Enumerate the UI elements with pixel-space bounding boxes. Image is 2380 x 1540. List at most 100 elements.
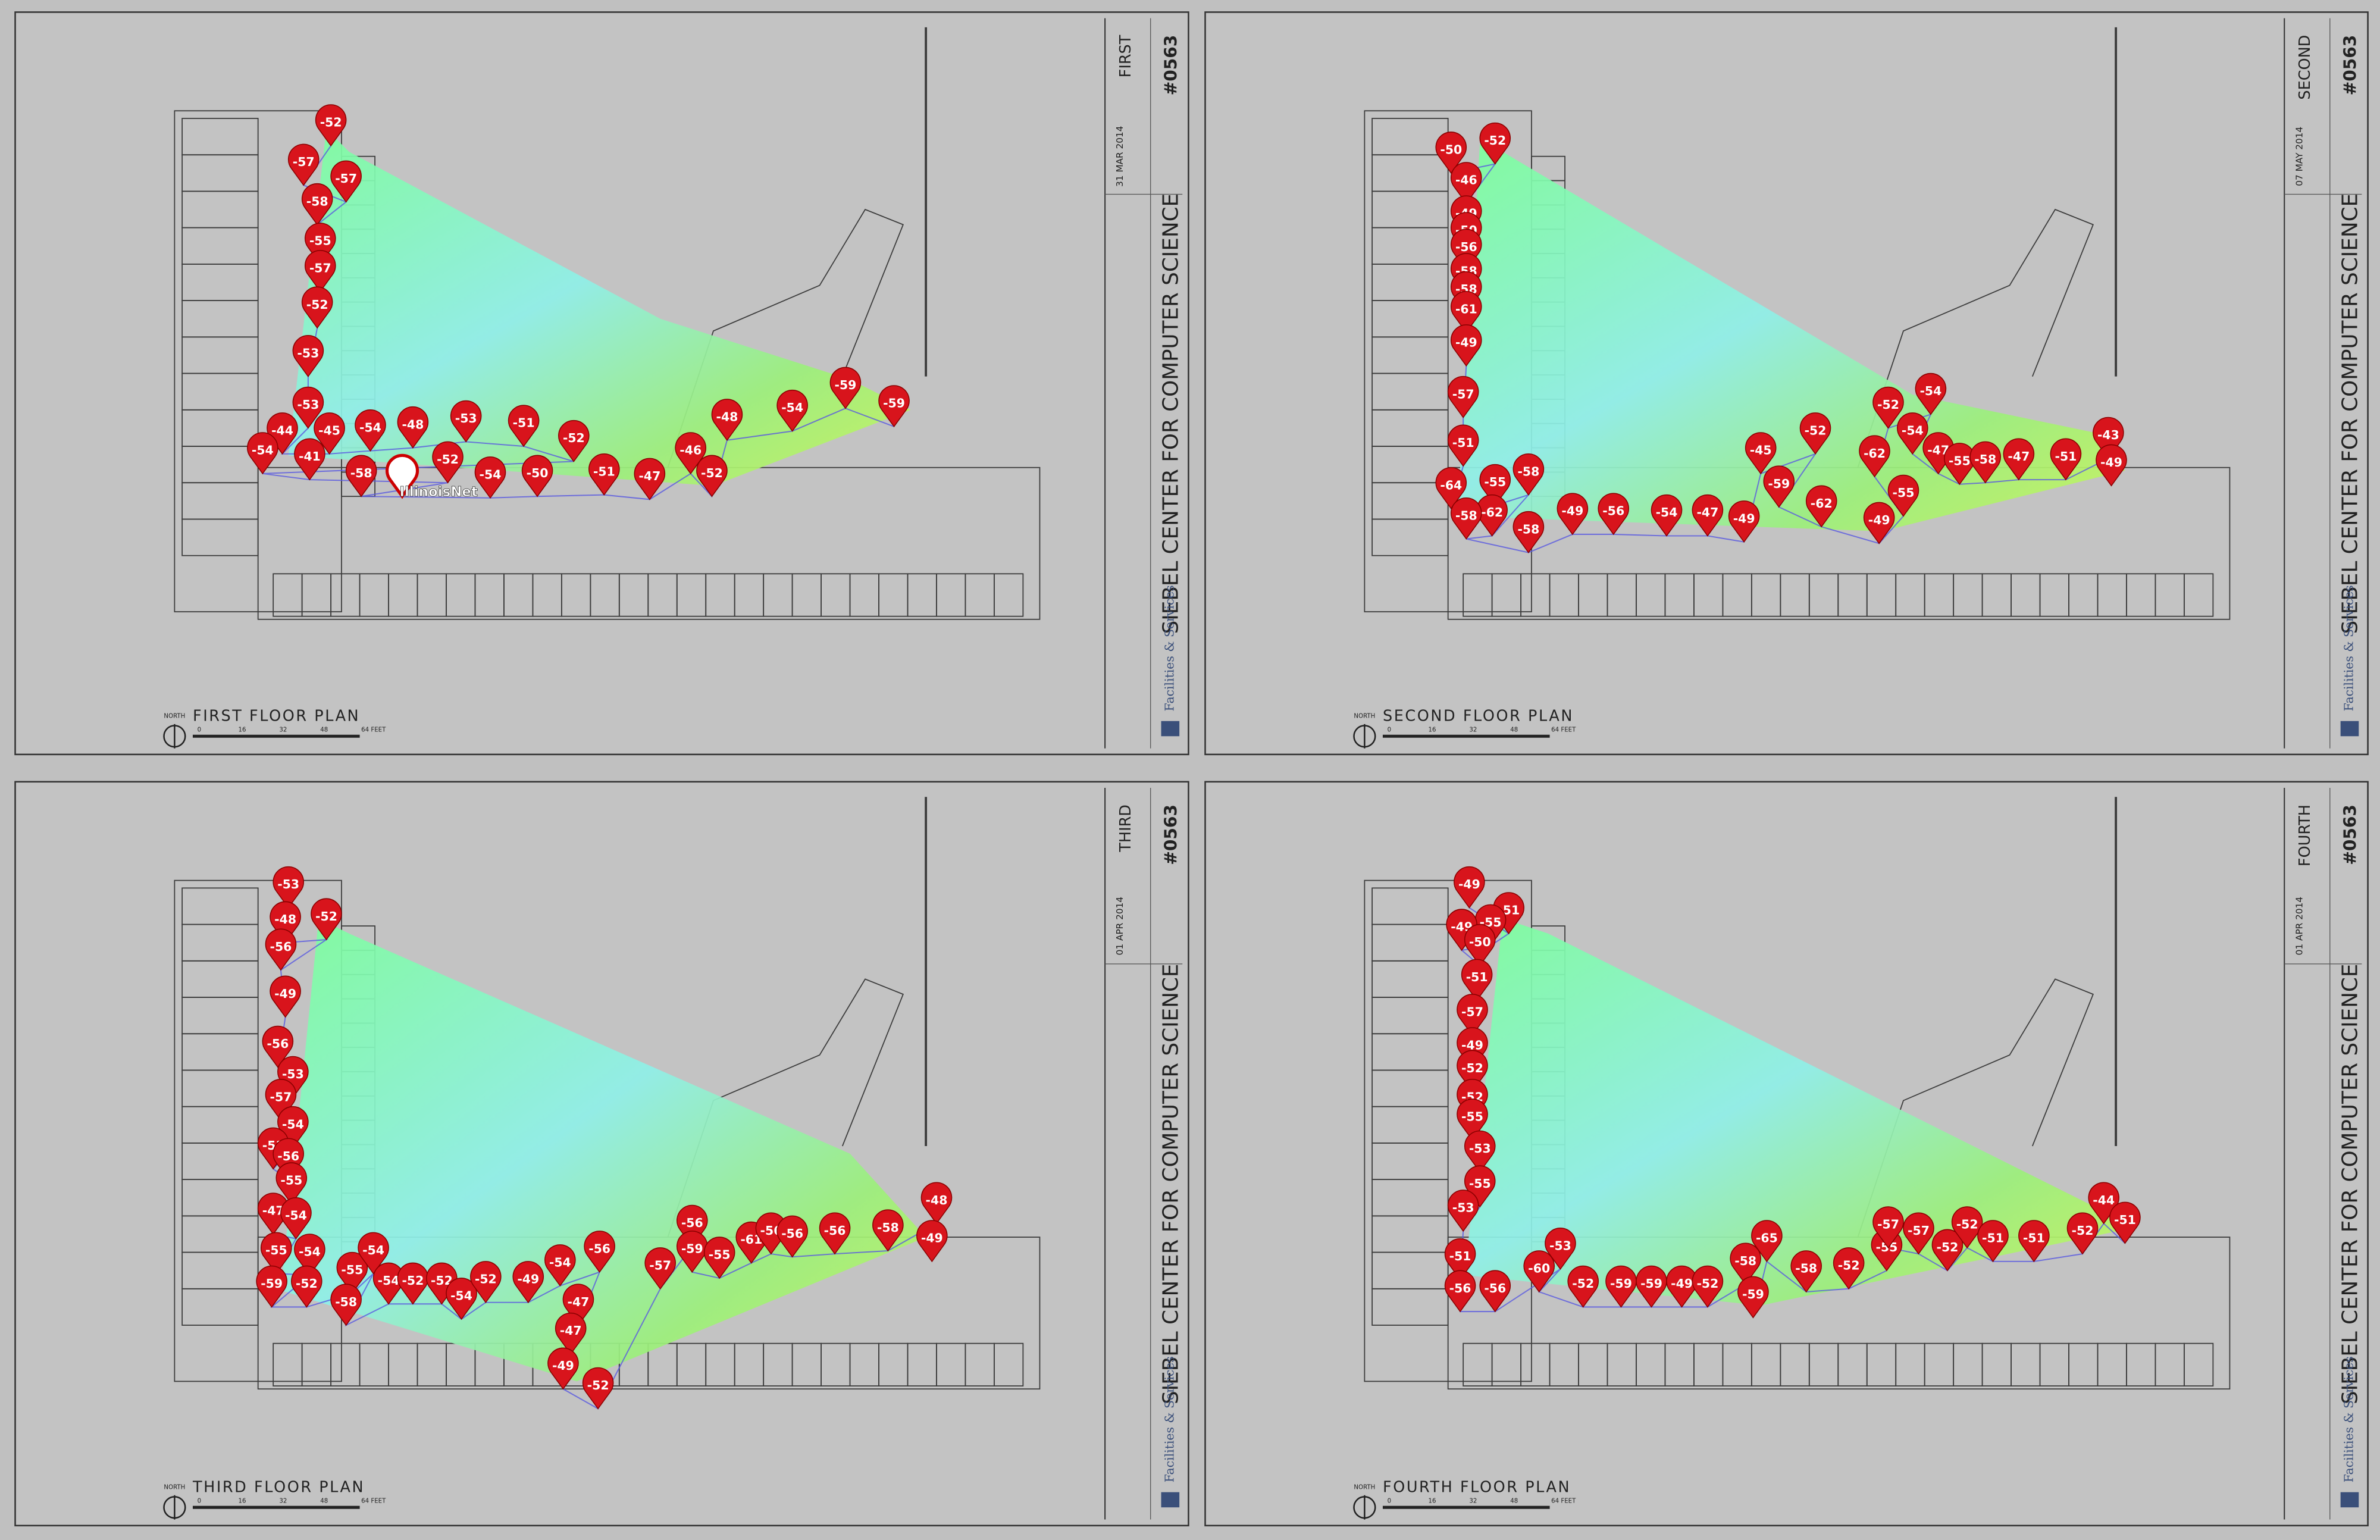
signal-pin [280,1197,312,1239]
signal-reading: -52 [1461,1061,1483,1075]
signal-reading: -55 [709,1248,731,1262]
signal-pin [1872,1206,1904,1249]
signal-reading: -50 [1469,935,1491,949]
signal-pin [397,406,429,449]
scale-label: 0 [198,727,201,734]
signal-reading: -56 [824,1223,846,1238]
signal-reading: -48 [926,1193,948,1207]
signal-pin [294,438,325,481]
scale-label: 64 FEET [361,727,386,734]
signal-pin [1951,1206,1983,1249]
signal-pin [1728,500,1760,543]
scale-label: 48 [320,1498,328,1505]
signal-reading: -51 [1466,970,1488,984]
signal-pin [1567,1265,1599,1308]
signal-pin [1512,453,1545,496]
signal-reading: -51 [2114,1213,2136,1227]
signal-pin [1863,502,1895,544]
signal-reading: -54 [1919,384,1941,398]
signal-reading: -52 [1877,397,1899,412]
signal-reading: -58 [335,1295,357,1309]
signal-reading: -47 [1696,505,1718,519]
signal-pin [1523,1250,1555,1293]
signal-reading: -49 [517,1272,539,1287]
signal-pin [1598,493,1630,536]
signal-pin [2109,1201,2141,1244]
scale-label: 16 [1429,727,1436,734]
signal-reading: -65 [1756,1231,1778,1245]
signal-pin [829,367,862,409]
signal-reading: -59 [834,378,856,392]
scale-label: 0 [1388,727,1391,734]
scale-label: 32 [1469,1498,1477,1505]
signal-pin [711,399,743,442]
signal-pin [676,1204,708,1247]
signal-reading: -55 [1484,475,1506,489]
signal-pin [547,1347,579,1390]
signal-pin [644,1247,676,1290]
signal-pin [450,400,482,443]
building-name: SIEBEL CENTER FOR COMPUTER SCIENCE [2338,964,2363,1404]
signal-reading: -62 [1481,505,1503,519]
department-name: Facilities & Services [1162,585,1176,711]
signal-pin [776,389,808,432]
signal-reading: -51 [1452,436,1474,450]
signal-reading: -57 [1877,1217,1899,1232]
department-name: Facilities & Services [2341,1356,2356,1482]
signal-reading: -47 [2008,449,2030,464]
signal-pin [1451,229,1482,271]
signal-reading: -47 [568,1295,590,1309]
signal-reading: -59 [681,1241,703,1256]
signal-pin [1730,1242,1761,1285]
signal-pin [508,405,540,447]
floor-panel: SIEBEL CENTER FOR COMPUTER SCIENCE FIRST #… [14,11,1189,756]
scale-label: 48 [1510,727,1518,734]
signal-reading: -54 [282,1117,304,1131]
access-point-marker [385,453,419,499]
signal-pin [1444,1270,1476,1313]
north-label: NORTH [164,1485,185,1491]
signal-reading: -52 [1696,1276,1718,1291]
signal-pin [1512,511,1545,553]
scale-label: 48 [1510,1498,1518,1505]
signal-pin [1479,464,1511,506]
signal-pin [301,286,333,329]
signal-pin [1897,412,1928,455]
signal-reading: -55 [1893,486,1915,500]
signal-reading: -59 [1640,1276,1662,1291]
signal-pin [1692,1265,1724,1308]
signal-pin [1763,465,1795,508]
signal-reading: -55 [280,1173,302,1188]
signal-pin [1457,994,1488,1037]
scale-label: 0 [1388,1498,1391,1505]
signal-pin [2096,444,2127,487]
drawing-number: #0563 [2341,35,2360,96]
signal-pin [275,1162,308,1205]
signal-reading: -54 [450,1289,472,1303]
room [994,573,1024,617]
signal-reading: -58 [1455,508,1477,522]
signal-reading: -52 [315,909,337,924]
signal-pin [304,250,336,293]
signal-reading: -46 [679,443,702,458]
signal-reading: -54 [1902,423,1924,437]
signal-pin [267,412,298,455]
signal-reading: -52 [1956,1217,1978,1232]
signal-reading: -57 [335,171,357,186]
department-logo [1161,1492,1180,1508]
signal-pin [273,1138,304,1181]
signal-reading: -52 [402,1273,424,1288]
scale-label: 0 [198,1498,201,1505]
signal-reading: -44 [2093,1193,2115,1207]
signal-heatmap [288,129,911,486]
signal-reading: -62 [1811,496,1833,511]
floor-name: SECOND [2296,35,2314,100]
signal-pin [521,455,553,497]
auditorium [1857,208,2094,468]
signal-reading: -52 [1572,1276,1594,1291]
signal-pin [330,1284,362,1326]
north-label: NORTH [1354,1485,1375,1491]
scale-label: 64 FEET [1551,727,1576,734]
signal-reading: -52 [587,1378,609,1392]
